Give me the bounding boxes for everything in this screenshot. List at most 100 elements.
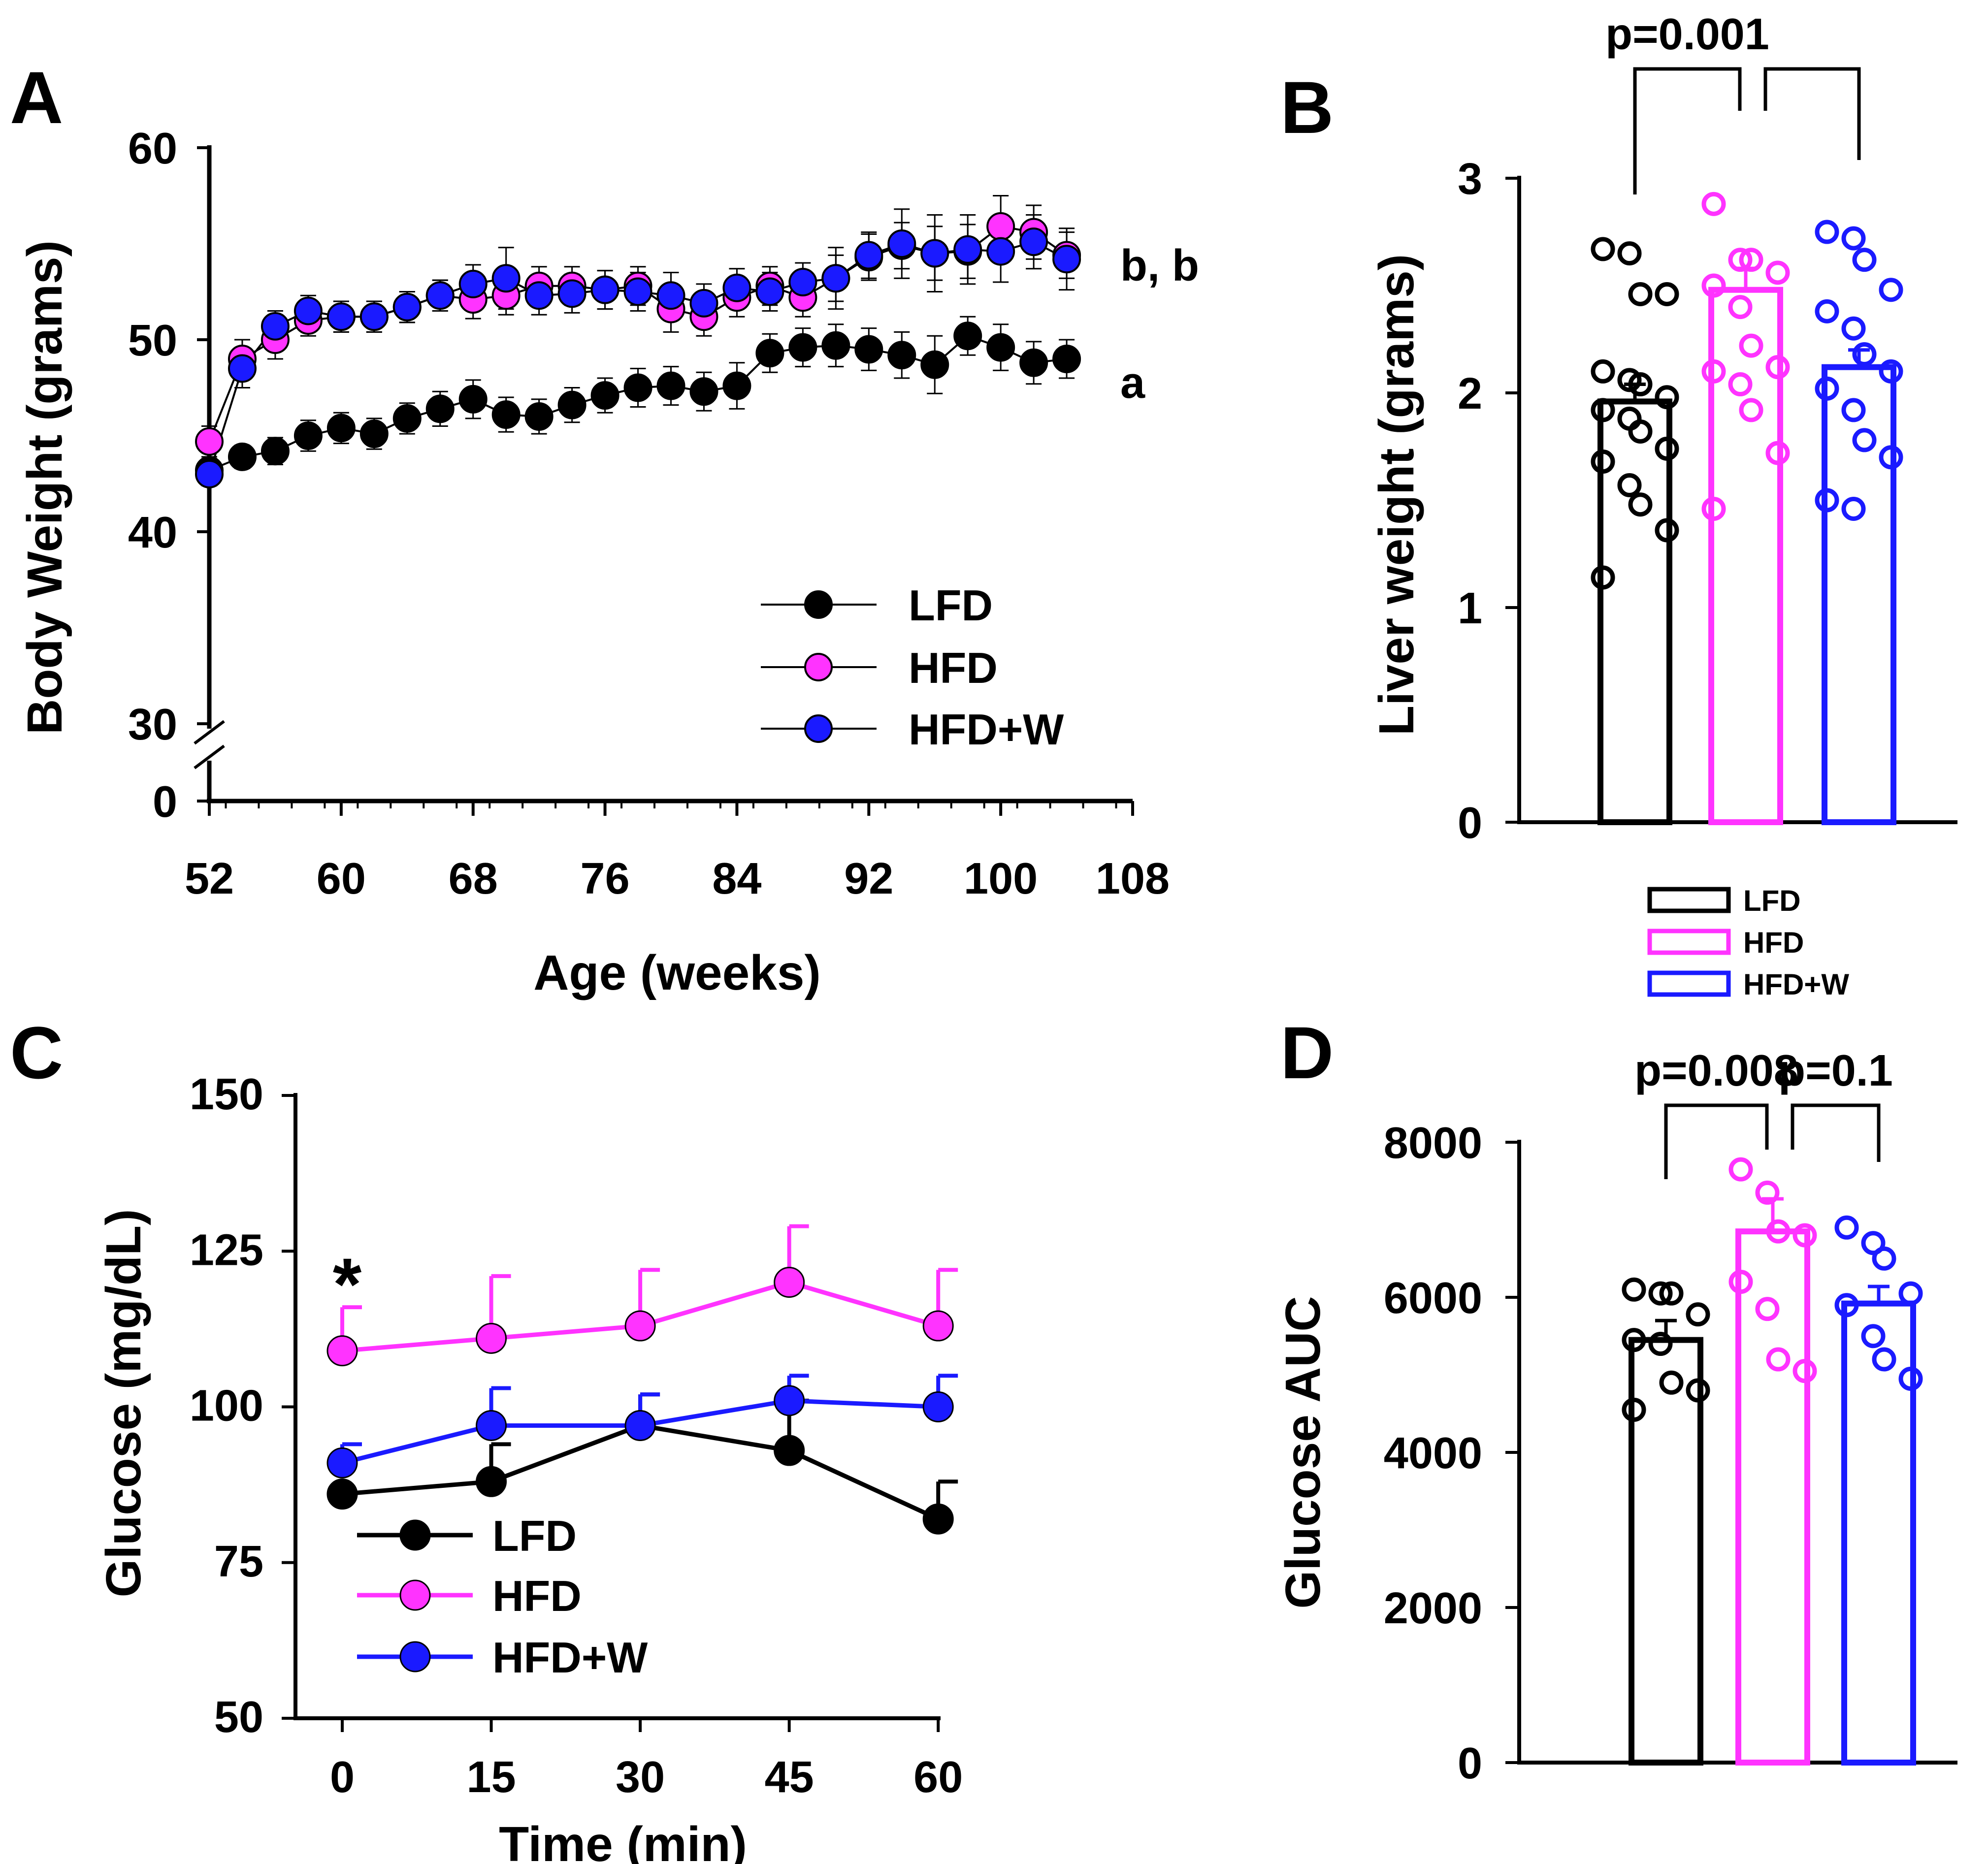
- panel-d-data-point-hfd: [1766, 1219, 1791, 1244]
- panel-a-x-tick-label: 108: [1096, 854, 1170, 903]
- panel-b-data-point-hfd-w: [1879, 359, 1903, 384]
- panel-a-point-hfd-w: [821, 264, 850, 293]
- panel-a-point-lfd: [1019, 348, 1048, 377]
- panel-d-data-point-hfd: [1792, 1223, 1817, 1248]
- panel-a-body-weight-chart: Age (weeks) Body Weight (grams) 52 60 68 76…: [17, 124, 1199, 1000]
- panel-a-y-tick-label: 50: [128, 316, 177, 365]
- panel-d-data-point-lfd: [1622, 1328, 1646, 1352]
- panel-a-point-lfd: [722, 371, 751, 400]
- panel-d-glucose-auc-chart: Glucose AUC 0 2000 4000 6000 8000 p=0.008p=0…: [1275, 1046, 1957, 1788]
- panel-b-comparison-bracket: [1763, 67, 1861, 160]
- panel-c-point-lfd: [774, 1435, 805, 1466]
- panel-a-legend-label-lfd: LFD: [909, 581, 993, 630]
- panel-c-y-axis-title: Glucose (mg/dL): [96, 1209, 151, 1598]
- panel-d-data-point-hfd-w: [1872, 1347, 1896, 1372]
- panel-d-y-axis-title: Glucose AUC: [1275, 1296, 1331, 1608]
- panel-b-data-point-lfd: [1655, 385, 1679, 410]
- panel-d-data-point-lfd: [1659, 1370, 1684, 1395]
- panel-a-legend-marker-lfd: [804, 590, 833, 619]
- panel-a-y-tick-label: 0: [153, 777, 177, 827]
- panel-d-data-point-hfd-w: [1834, 1215, 1859, 1240]
- panel-b-y-tick-label: 1: [1458, 584, 1482, 633]
- panel-a-axis-break-mark: [194, 720, 225, 745]
- panel-c-x-tick-label: 0: [330, 1753, 355, 1802]
- panel-c-point-hfd-w: [326, 1447, 358, 1478]
- panel-b-data-point-hfd-w: [1879, 278, 1903, 302]
- panel-b-data-point-hfd-w: [1815, 220, 1839, 244]
- panel-d-data-point-hfd-w: [1861, 1324, 1886, 1349]
- panel-b-data-point-hfd: [1701, 496, 1726, 521]
- panel-c-point-lfd: [922, 1503, 954, 1535]
- panel-a-point-lfd: [590, 381, 619, 410]
- panel-label-d: D: [1280, 1011, 1334, 1094]
- panel-a-legend: LFD HFD HFD+W: [761, 581, 1064, 754]
- panel-d-comparison-p-value: p=0.008: [1634, 1046, 1798, 1095]
- panel-b-data-point-lfd: [1655, 282, 1679, 306]
- panel-a-point-hfd-w: [788, 268, 817, 296]
- panel-c-x-axis-title: Time (min): [499, 1817, 747, 1864]
- panel-a-legend-marker-hfd: [804, 653, 833, 681]
- panel-a-point-hfd-w: [854, 241, 883, 270]
- panel-a-x-tick-label: 100: [964, 854, 1038, 903]
- panel-b-data-point-hfd: [1701, 273, 1726, 298]
- panel-a-point-lfd: [524, 402, 554, 431]
- panel-a-y-tick-label: 30: [128, 700, 177, 749]
- panel-c-legend: LFD HFD HFD+W: [357, 1511, 648, 1682]
- panel-c-point-hfd: [476, 1322, 507, 1354]
- panel-c-point-hfd-w: [624, 1410, 656, 1441]
- panel-c-x-tick-label: 30: [616, 1753, 665, 1802]
- panel-b-data-point-hfd-w: [1841, 226, 1866, 251]
- panel-a-point-hfd: [195, 427, 224, 456]
- panel-b-data-point-hfd: [1728, 372, 1753, 397]
- panel-a-point-lfd: [755, 339, 784, 368]
- panel-c-glucose-chart: Time (min) Glucose (mg/dL) 5075100125150…: [96, 1070, 963, 1864]
- panel-a-x-tick-label: 68: [449, 854, 498, 903]
- panel-b-data-point-hfd-w: [1841, 316, 1866, 341]
- panel-b-y-tick-label: 2: [1458, 369, 1482, 418]
- panel-d-comparison-p-value: p=0.1: [1778, 1046, 1893, 1095]
- panel-b-data-point-lfd: [1628, 419, 1653, 444]
- panel-c-point-hfd: [774, 1267, 805, 1298]
- panel-c-point-hfd: [922, 1310, 954, 1342]
- panel-a-point-hfd-w: [920, 239, 949, 268]
- panel-b-data-point-hfd: [1739, 248, 1763, 272]
- panel-b-data-point-hfd: [1701, 359, 1726, 384]
- panel-a-point-hfd-w: [425, 281, 455, 310]
- panel-d-data-point-hfd: [1728, 1157, 1753, 1182]
- panel-label-c: C: [10, 1011, 63, 1094]
- panel-b-data-point-lfd: [1655, 436, 1679, 461]
- panel-a-point-lfd: [425, 394, 455, 423]
- panel-b-data-point-hfd: [1765, 260, 1790, 285]
- panel-b-data-point-lfd: [1591, 398, 1615, 422]
- panel-d-y-tick-label: 2000: [1384, 1584, 1482, 1633]
- panel-b-liver-weight-chart: Liver weight (grams) 0 1 2 3 p=0.001 LFD HFD…: [1369, 10, 1957, 1001]
- panel-a-point-hfd-w: [392, 292, 422, 321]
- panel-c-y-tick-label: 75: [214, 1537, 263, 1586]
- panel-b-data-point-hfd: [1701, 192, 1726, 216]
- panel-b-data-point-lfd: [1655, 518, 1679, 543]
- panel-a-x-tick-label: 84: [712, 854, 761, 903]
- panel-a-point-hfd-w: [755, 277, 784, 306]
- panel-a-point-lfd: [821, 331, 850, 360]
- panel-a-point-lfd: [623, 373, 652, 402]
- panel-c-point-lfd: [326, 1478, 358, 1510]
- panel-a-x-tick-label: 60: [317, 854, 366, 903]
- panel-a-point-lfd: [854, 335, 883, 364]
- panel-a-point-lfd: [359, 419, 389, 449]
- panel-a-point-hfd-w: [722, 273, 751, 302]
- panel-c-point-hfd: [326, 1335, 358, 1367]
- panel-b-comparison-bracket: [1633, 67, 1742, 194]
- panel-a-point-hfd-w: [359, 302, 389, 331]
- panel-a-point-lfd: [887, 341, 916, 370]
- panel-b-legend-label-hfd-w: HFD+W: [1743, 968, 1849, 1001]
- panel-a-point-lfd: [557, 390, 587, 419]
- panel-b-comparison-p-value: p=0.001: [1605, 10, 1769, 59]
- panel-d-data-point-lfd: [1622, 1277, 1646, 1302]
- panel-a-point-hfd-w: [557, 279, 587, 308]
- panel-d-data-point-hfd-w: [1872, 1246, 1896, 1271]
- panel-b-data-point-lfd: [1628, 282, 1653, 306]
- panel-d-data-point-hfd: [1755, 1180, 1780, 1205]
- panel-a-point-lfd: [1052, 345, 1081, 373]
- panel-d-data-point-lfd: [1648, 1281, 1673, 1306]
